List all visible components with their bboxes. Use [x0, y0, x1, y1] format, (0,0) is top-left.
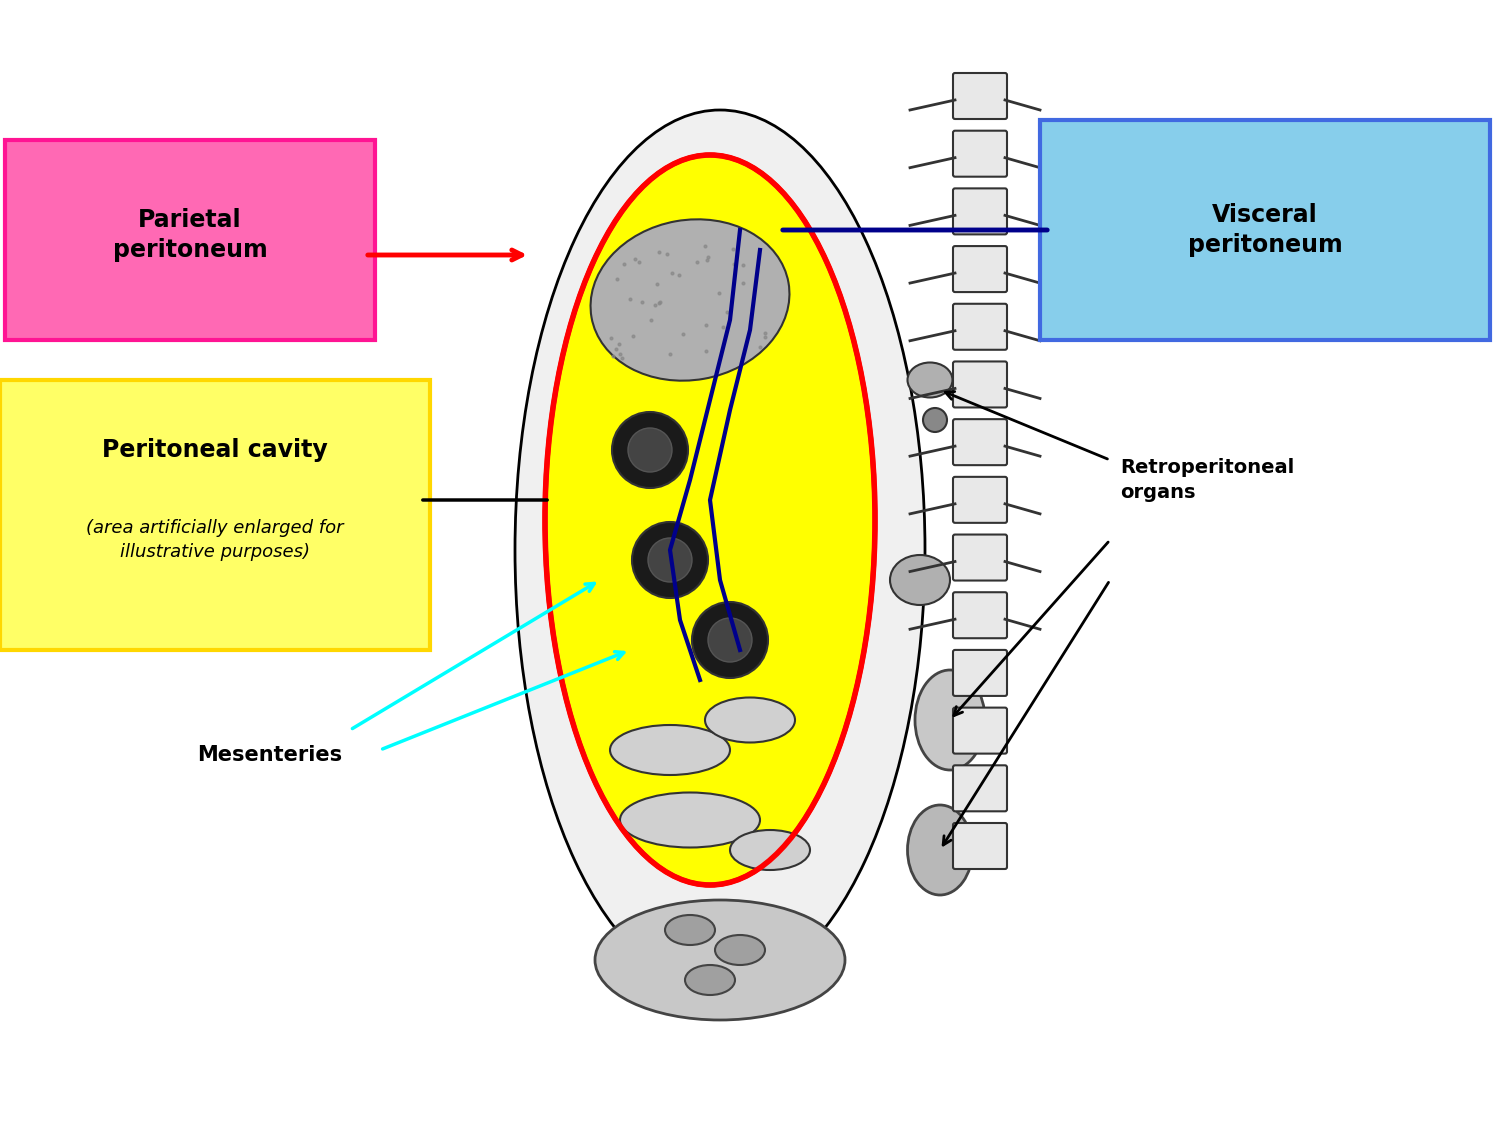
FancyBboxPatch shape	[952, 650, 1006, 696]
Ellipse shape	[591, 220, 789, 381]
Text: Peritoneal cavity: Peritoneal cavity	[102, 438, 328, 462]
Text: Mesenteries: Mesenteries	[198, 745, 342, 765]
Ellipse shape	[596, 900, 844, 1020]
FancyBboxPatch shape	[952, 477, 1006, 523]
FancyBboxPatch shape	[952, 131, 1006, 177]
FancyBboxPatch shape	[952, 73, 1006, 119]
Ellipse shape	[664, 915, 716, 946]
FancyBboxPatch shape	[0, 380, 430, 650]
FancyBboxPatch shape	[952, 765, 1006, 811]
Ellipse shape	[908, 363, 952, 398]
FancyBboxPatch shape	[952, 823, 1006, 869]
Ellipse shape	[544, 156, 874, 885]
FancyBboxPatch shape	[952, 188, 1006, 234]
FancyBboxPatch shape	[952, 419, 1006, 465]
Text: Retroperitoneal
organs: Retroperitoneal organs	[1120, 458, 1294, 502]
Text: Parietal
peritoneum: Parietal peritoneum	[112, 208, 267, 261]
FancyBboxPatch shape	[1040, 119, 1490, 340]
FancyBboxPatch shape	[952, 708, 1006, 754]
Ellipse shape	[716, 935, 765, 965]
FancyBboxPatch shape	[952, 246, 1006, 292]
Ellipse shape	[915, 669, 986, 770]
Ellipse shape	[514, 110, 926, 990]
Ellipse shape	[620, 792, 760, 848]
Text: (area artificially enlarged for
illustrative purposes): (area artificially enlarged for illustra…	[86, 520, 344, 561]
Circle shape	[708, 618, 752, 662]
FancyBboxPatch shape	[952, 304, 1006, 349]
Circle shape	[628, 428, 672, 472]
Circle shape	[612, 412, 689, 488]
Ellipse shape	[730, 829, 810, 870]
FancyBboxPatch shape	[952, 362, 1006, 408]
FancyBboxPatch shape	[952, 592, 1006, 638]
FancyBboxPatch shape	[952, 534, 1006, 580]
Text: Visceral
peritoneum: Visceral peritoneum	[1188, 203, 1342, 257]
Ellipse shape	[890, 554, 950, 605]
Circle shape	[922, 408, 946, 432]
Circle shape	[692, 602, 768, 678]
Ellipse shape	[908, 805, 972, 895]
Circle shape	[632, 522, 708, 598]
Circle shape	[648, 538, 692, 582]
Ellipse shape	[610, 725, 730, 775]
Ellipse shape	[686, 965, 735, 995]
FancyBboxPatch shape	[4, 140, 375, 340]
Ellipse shape	[705, 698, 795, 743]
